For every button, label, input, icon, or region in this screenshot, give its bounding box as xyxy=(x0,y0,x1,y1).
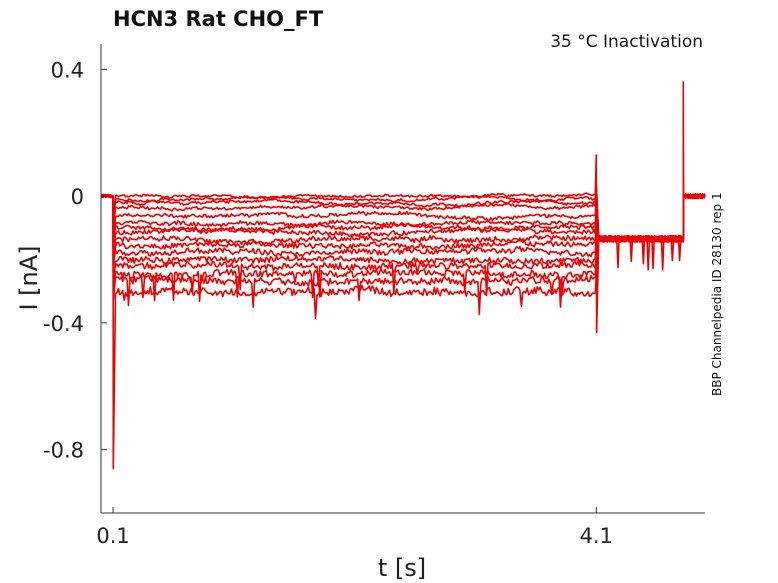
y-tick-label: -0.4 xyxy=(43,312,84,336)
y-tick-label: 0.4 xyxy=(51,58,84,82)
x-tick-label: 0.1 xyxy=(96,524,129,548)
trace-series xyxy=(100,193,706,470)
traces xyxy=(100,81,706,470)
side-label: BBP Channelpedia ID 28130 rep 1 xyxy=(710,192,724,396)
y-axis-label: I [nA] xyxy=(15,245,43,310)
x-axis-label: t [s] xyxy=(378,554,426,582)
trace-series xyxy=(100,193,706,316)
trace-series xyxy=(100,193,706,262)
y-axis: 0.4 0 -0.4 -0.8 xyxy=(43,44,107,513)
x-tick-label: 4.1 xyxy=(580,524,613,548)
chart-annotation: 35 °C Inactivation xyxy=(550,32,703,52)
y-tick-label: -0.8 xyxy=(43,439,84,463)
trace-series xyxy=(100,193,706,308)
y-tick-label: 0 xyxy=(71,185,84,209)
chart-title: HCN3 Rat CHO_FT xyxy=(113,7,324,31)
x-axis: 0.1 4.1 xyxy=(96,507,705,548)
